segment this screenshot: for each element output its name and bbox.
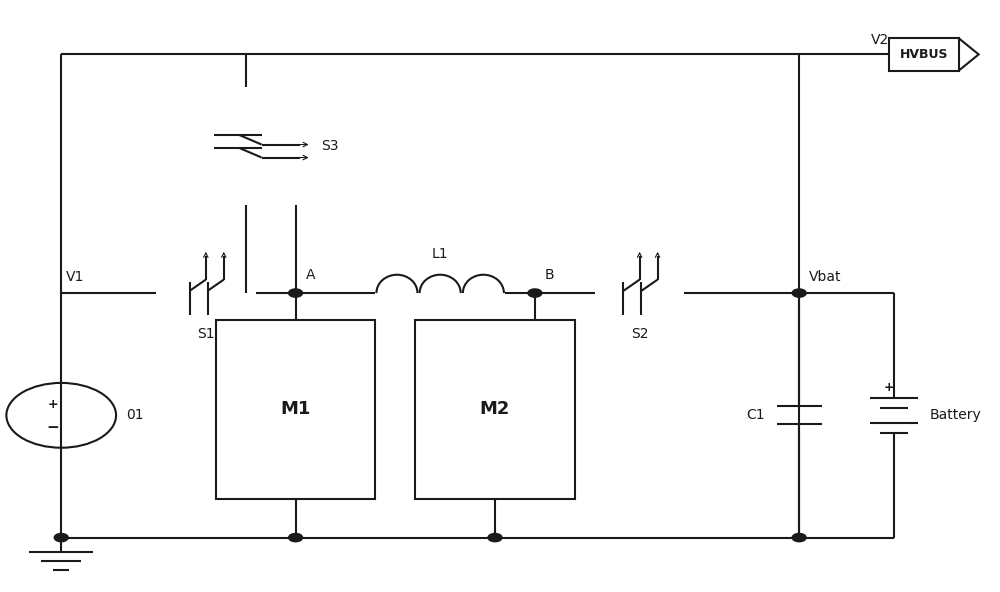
Text: −: − — [47, 420, 60, 435]
Text: HVBUS: HVBUS — [900, 48, 948, 61]
Circle shape — [488, 533, 502, 542]
Circle shape — [54, 533, 68, 542]
Text: +: + — [884, 381, 894, 394]
FancyBboxPatch shape — [889, 38, 959, 70]
Circle shape — [792, 533, 806, 542]
Text: S3: S3 — [321, 139, 339, 153]
Text: C1: C1 — [746, 408, 765, 422]
Text: V2: V2 — [871, 33, 889, 47]
Circle shape — [792, 289, 806, 297]
Text: Battery: Battery — [930, 408, 982, 422]
Circle shape — [289, 533, 303, 542]
Text: V1: V1 — [66, 270, 85, 284]
Text: B: B — [545, 268, 554, 282]
Text: A: A — [306, 268, 315, 282]
Text: M1: M1 — [280, 400, 311, 419]
Text: S1: S1 — [197, 327, 215, 341]
Text: S2: S2 — [631, 327, 648, 341]
Circle shape — [528, 289, 542, 297]
Text: Vbat: Vbat — [809, 270, 842, 284]
Bar — [216, 320, 375, 499]
Circle shape — [289, 289, 303, 297]
Text: L1: L1 — [432, 247, 448, 260]
Text: +: + — [48, 398, 59, 411]
Text: M2: M2 — [480, 400, 510, 419]
Text: 01: 01 — [126, 408, 144, 422]
Bar — [415, 320, 575, 499]
